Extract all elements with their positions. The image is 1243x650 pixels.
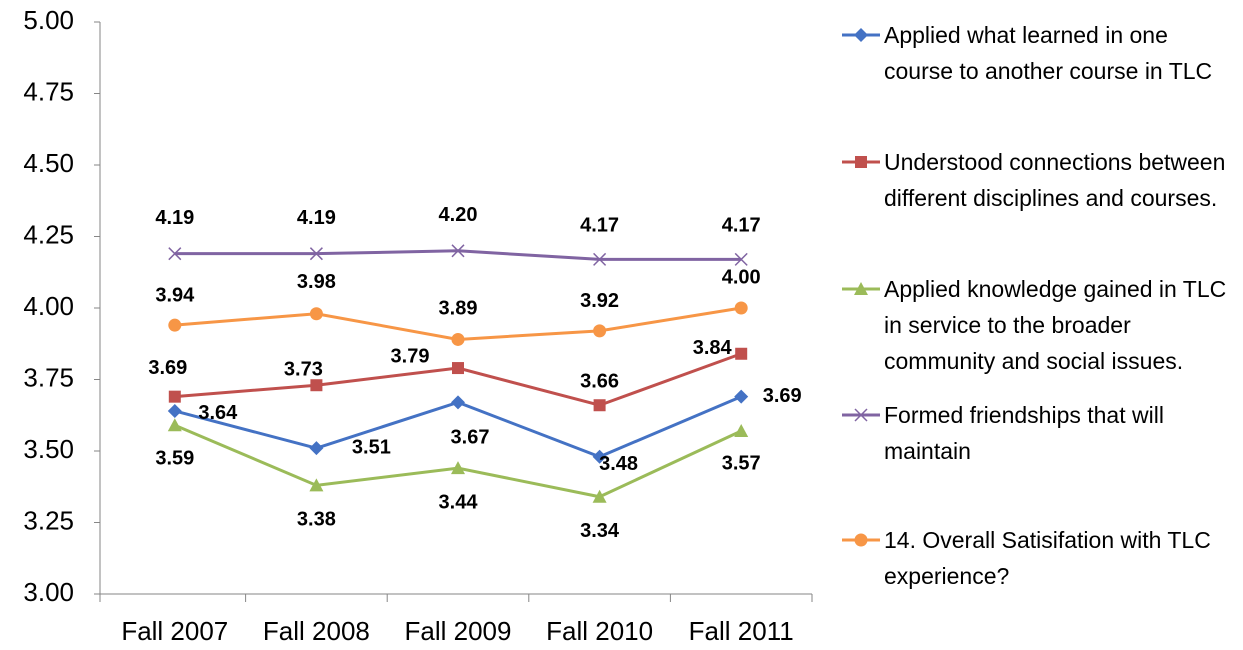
- data-label: 3.67: [451, 427, 490, 449]
- data-label: 3.69: [763, 385, 802, 407]
- data-label: 4.19: [155, 207, 194, 229]
- data-label: 3.66: [580, 371, 619, 393]
- marker: [734, 389, 749, 404]
- x-tick-label: Fall 2011: [689, 616, 794, 646]
- y-tick-label: 3.75: [23, 362, 74, 392]
- legend-key: [842, 156, 880, 168]
- y-tick-label: 5.00: [23, 5, 74, 35]
- series-line: [174, 249, 742, 261]
- marker: [734, 423, 749, 437]
- marker: [451, 395, 465, 410]
- marker: [168, 318, 182, 332]
- x-tick-label: Fall 2009: [405, 616, 512, 646]
- data-label: 3.84: [693, 337, 733, 359]
- marker: [734, 252, 748, 266]
- data-label: 3.59: [155, 448, 194, 470]
- data-label: 3.73: [284, 359, 323, 381]
- data-label: 4.00: [722, 266, 761, 288]
- plot: 3.00 3.25 3.50 3.75 4.00 4.25 4.50 4.75 5.00 Fall…: [23, 5, 813, 646]
- data-label: 3.34: [580, 520, 620, 542]
- legend-label: Applied what learned in one course to an…: [884, 22, 1213, 84]
- data-label: 3.57: [722, 452, 761, 474]
- y-tick-label: 4.50: [23, 148, 74, 178]
- marker: [592, 449, 607, 464]
- marker: [309, 478, 324, 492]
- x-tick-label: Fall 2010: [546, 616, 653, 646]
- legend-key: [842, 28, 880, 42]
- y-tick-label: 3.50: [23, 434, 74, 464]
- marker: [734, 301, 748, 315]
- marker: [854, 533, 868, 547]
- marker: [167, 418, 182, 432]
- marker: [310, 379, 323, 392]
- marker: [309, 247, 323, 261]
- marker: [451, 332, 465, 346]
- marker: [451, 461, 465, 475]
- y-tick-label: 3.00: [23, 577, 74, 607]
- data-label: 3.92: [580, 290, 619, 312]
- marker: [735, 347, 748, 360]
- data-label: 3.38: [297, 509, 336, 531]
- marker: [592, 489, 607, 503]
- marker: [854, 28, 868, 42]
- data-label: 3.64: [198, 402, 238, 424]
- y-tick-label: 4.25: [23, 219, 74, 249]
- marker: [451, 244, 465, 258]
- marker: [855, 156, 867, 168]
- marker: [309, 307, 323, 321]
- marker: [309, 441, 324, 456]
- marker: [593, 252, 607, 266]
- marker: [593, 399, 606, 412]
- y-tick-label: 4.00: [23, 291, 74, 321]
- legend-label: Understood connections between different…: [884, 149, 1226, 211]
- x-tick-label: Fall 2007: [121, 616, 228, 646]
- marker: [168, 247, 182, 261]
- data-label: 3.98: [297, 271, 336, 293]
- legend-key: [842, 282, 880, 295]
- x-tick-label: Fall 2008: [263, 616, 370, 646]
- marker: [854, 282, 868, 295]
- data-label: 3.48: [599, 453, 638, 475]
- data-label: 4.19: [297, 207, 336, 229]
- marker: [854, 408, 868, 422]
- data-label: 3.79: [391, 345, 430, 367]
- marker: [452, 362, 464, 375]
- data-label: 3.94: [155, 284, 195, 306]
- legend-item: Applied knowledge gained in TLC in servi…: [838, 271, 1238, 379]
- data-label: 3.44: [439, 491, 479, 513]
- data-label: 3.51: [352, 436, 391, 458]
- legend-item: Understood connections between different…: [838, 144, 1238, 216]
- data-label: 3.89: [439, 298, 478, 320]
- y-tick-label: 3.25: [23, 505, 74, 535]
- legend-key: [842, 533, 880, 547]
- marker: [168, 390, 181, 403]
- legend-item: 14. Overall Satisifation with TLC experi…: [838, 522, 1238, 594]
- legend-item: Applied what learned in one course to an…: [838, 17, 1238, 89]
- legend-label: Applied knowledge gained in TLC in servi…: [884, 276, 1227, 374]
- legend-item: Formed friendships that will maintain: [838, 397, 1238, 469]
- marker: [167, 403, 182, 418]
- marker: [593, 324, 607, 338]
- legend-label: 14. Overall Satisifation with TLC experi…: [884, 527, 1211, 589]
- y-tick-label: 4.75: [23, 76, 74, 106]
- data-label: 4.17: [722, 215, 761, 237]
- data-label: 4.20: [439, 204, 478, 226]
- legend-label: Formed friendships that will maintain: [884, 402, 1164, 464]
- data-label: 3.69: [148, 357, 187, 379]
- legend-key: [842, 408, 880, 422]
- data-label: 4.17: [580, 215, 619, 237]
